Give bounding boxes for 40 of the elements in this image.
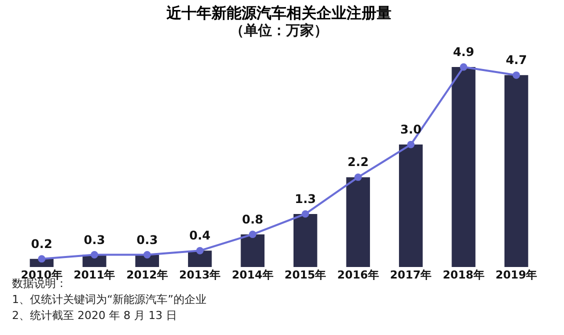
point <box>90 251 98 258</box>
x-tick-label: 2016年 <box>337 268 379 282</box>
bar <box>398 144 423 267</box>
x-tick-label: 2013年 <box>179 268 221 282</box>
text: 2、统计截至 2020 年 8 月 13 日 <box>12 308 178 324</box>
point <box>354 174 362 181</box>
data-label: 0.8 <box>242 212 264 226</box>
data-label: 2.2 <box>347 155 369 170</box>
bar <box>346 177 370 267</box>
point <box>143 251 151 258</box>
x-tick-label: 2019年 <box>496 268 538 282</box>
point <box>407 140 415 148</box>
chart-subtitle: （单位：万家） <box>230 22 328 39</box>
text: 1、仅统计关键词为“新能源汽车”的企业 <box>12 292 206 308</box>
bar <box>294 214 318 267</box>
point <box>248 230 256 238</box>
x-tick-label: 2014年 <box>232 268 274 282</box>
point <box>460 63 468 71</box>
data-label: 4.9 <box>452 45 474 59</box>
data-label: 3.0 <box>400 122 422 137</box>
chart-title: 近十年新能源汽车相关企业注册量 <box>166 4 392 22</box>
bar <box>240 234 264 267</box>
data-label: 0.3 <box>136 232 158 247</box>
x-tick-label: 2015年 <box>284 268 326 282</box>
point <box>512 71 520 79</box>
data-label: 1.3 <box>294 192 316 206</box>
data-label: 0.3 <box>84 232 106 247</box>
x-tick-label: 2012年 <box>126 268 168 282</box>
x-tick-label: 2018年 <box>442 268 484 282</box>
text: 数据说明： <box>12 277 67 290</box>
data-label: 0.2 <box>31 236 52 251</box>
point <box>196 246 204 254</box>
x-tick-label: 2017年 <box>390 268 432 282</box>
point <box>302 210 310 218</box>
bar <box>504 75 528 267</box>
x-tick-label: 2011年 <box>74 268 116 282</box>
data-label: 4.7 <box>506 53 527 68</box>
bar <box>452 67 476 267</box>
data-label: 0.4 <box>189 228 211 243</box>
bar <box>188 250 212 267</box>
